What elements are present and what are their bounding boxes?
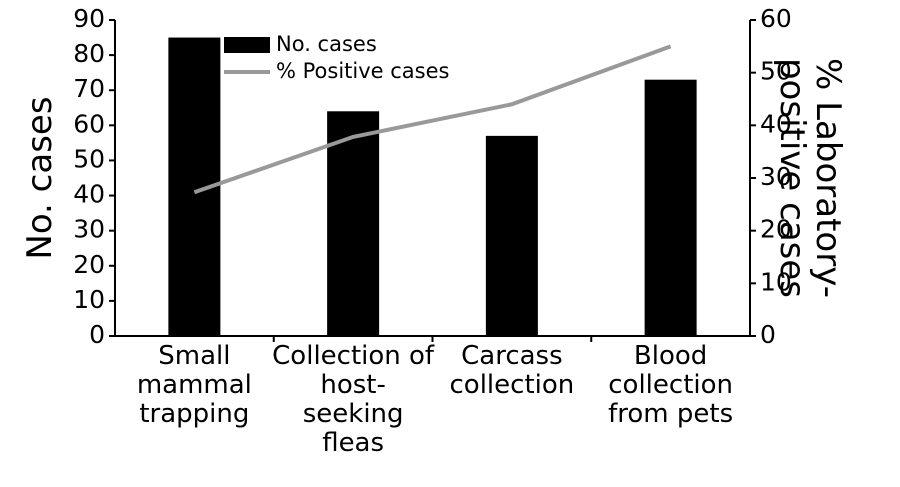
y-tick-label: 80	[73, 39, 105, 68]
y2-tick-label: 30	[760, 162, 792, 191]
y-tick-label: 10	[73, 285, 105, 314]
x-tick-label: Blood collection from pets	[608, 341, 734, 429]
y-tick-label: 60	[73, 109, 105, 138]
y2-axis-label: % Laboratory-positive cases	[772, 57, 848, 299]
y2-tick-label: 10	[760, 267, 792, 296]
bar	[485, 135, 538, 336]
y-tick-label: 70	[73, 74, 105, 103]
y-tick-label: 90	[73, 4, 105, 33]
legend-swatch	[224, 37, 270, 53]
line	[193, 44, 672, 195]
y2-tick-label: 50	[760, 57, 792, 86]
y2-tick-label: 0	[760, 320, 776, 349]
y2-tick-label: 20	[760, 215, 792, 244]
x-tick-label: Collection of host-seeking fleas	[272, 341, 435, 458]
bar	[327, 111, 380, 337]
x-tick-label: Carcass collection	[449, 341, 575, 400]
y2-tick-label: 40	[760, 109, 792, 138]
legend-label: % Positive cases	[276, 59, 449, 83]
y-tick-label: 40	[73, 180, 105, 209]
y-tick-label: 0	[89, 320, 105, 349]
y-tick-label: 30	[73, 215, 105, 244]
legend-label: No. cases	[276, 32, 377, 56]
x-tick-label: Small mammal trapping	[136, 341, 252, 429]
y-tick-label: 50	[73, 144, 105, 173]
y-tick-label: 20	[73, 250, 105, 279]
bar	[644, 79, 697, 336]
y-axis-label: No. cases	[20, 96, 60, 260]
y2-tick-label: 60	[760, 4, 792, 33]
